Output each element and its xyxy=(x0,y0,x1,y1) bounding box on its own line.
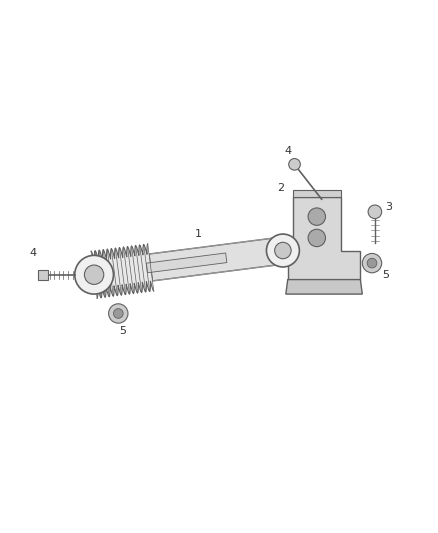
Polygon shape xyxy=(146,253,227,273)
Polygon shape xyxy=(288,197,360,280)
Ellipse shape xyxy=(308,208,325,225)
Text: 4: 4 xyxy=(284,146,291,156)
Text: 5: 5 xyxy=(120,326,127,336)
Ellipse shape xyxy=(362,253,381,273)
Ellipse shape xyxy=(289,158,300,170)
FancyBboxPatch shape xyxy=(38,270,48,280)
Polygon shape xyxy=(286,280,362,294)
Text: 3: 3 xyxy=(385,202,392,212)
Text: 1: 1 xyxy=(194,229,201,239)
Ellipse shape xyxy=(75,255,113,294)
Polygon shape xyxy=(149,237,285,281)
Polygon shape xyxy=(91,244,154,298)
Ellipse shape xyxy=(275,243,291,259)
Text: 2: 2 xyxy=(277,183,285,192)
Text: 4: 4 xyxy=(29,248,37,259)
Ellipse shape xyxy=(266,234,299,267)
Text: 5: 5 xyxy=(382,270,389,280)
Ellipse shape xyxy=(113,309,123,318)
Ellipse shape xyxy=(109,304,128,323)
Ellipse shape xyxy=(367,259,377,268)
Ellipse shape xyxy=(308,229,325,247)
Ellipse shape xyxy=(85,265,104,285)
Polygon shape xyxy=(293,190,341,197)
Ellipse shape xyxy=(368,205,381,219)
